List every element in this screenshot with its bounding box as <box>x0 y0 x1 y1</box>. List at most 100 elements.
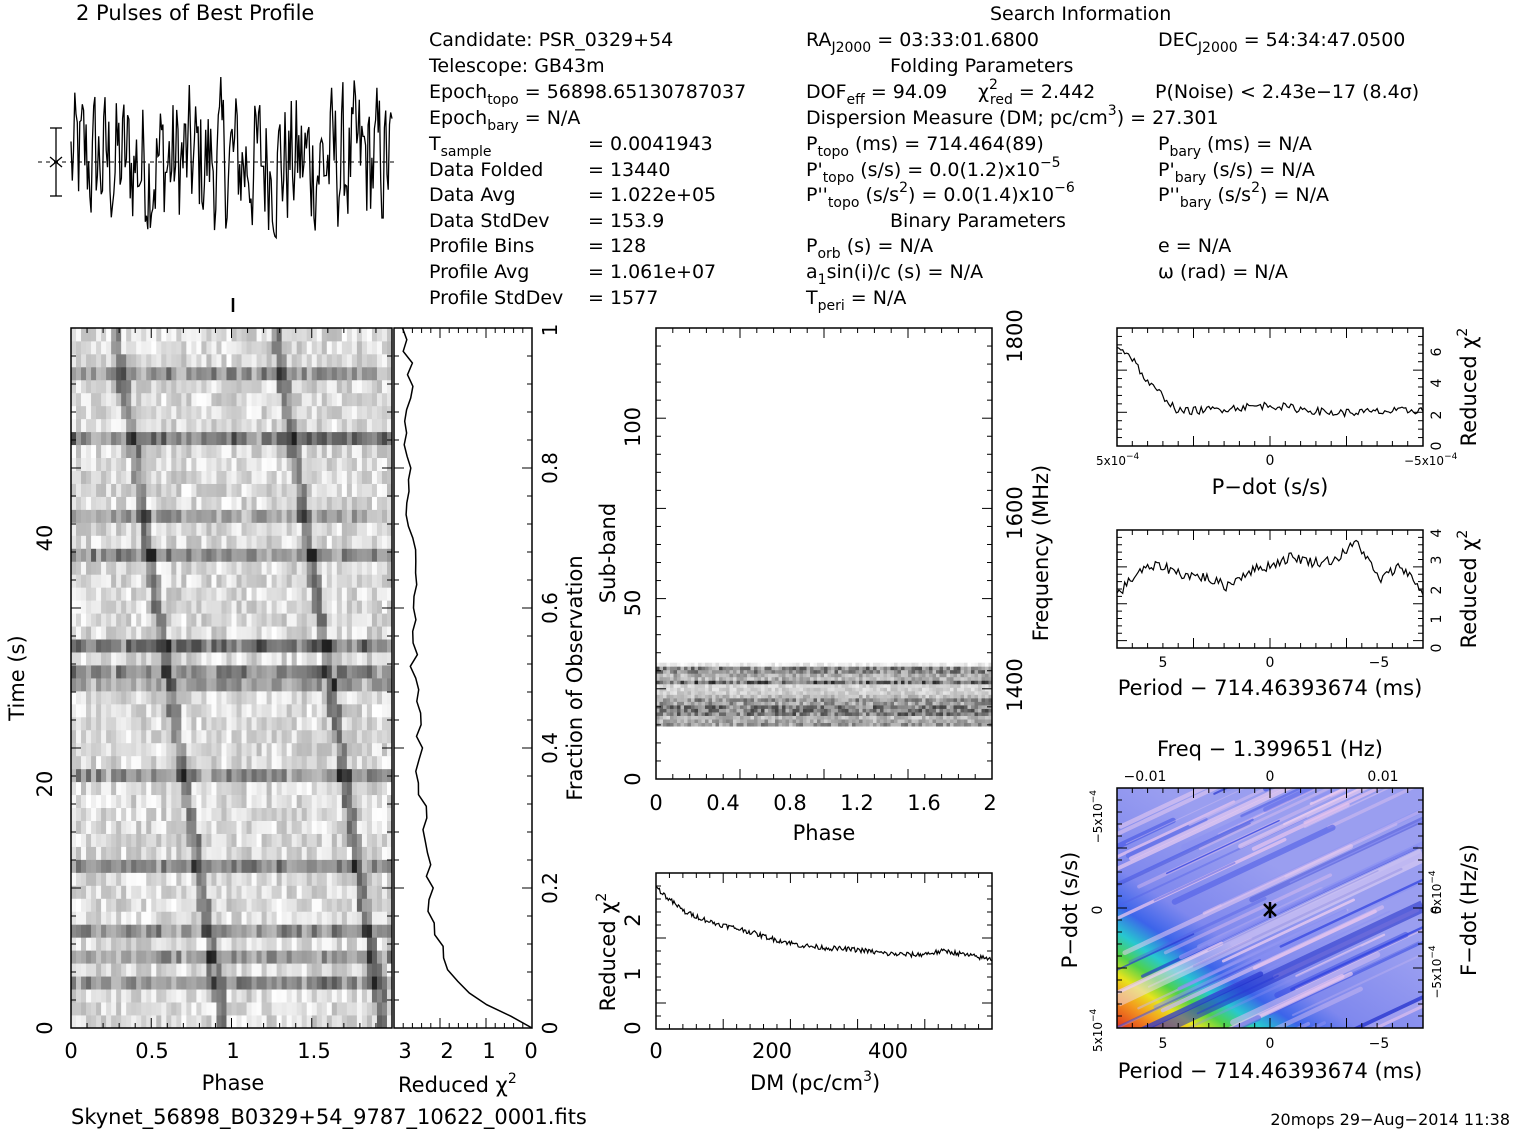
tp-cell <box>201 898 206 911</box>
tp-cell <box>71 600 76 613</box>
tp-cell <box>186 600 191 613</box>
tp-cell <box>171 976 176 989</box>
tp-cell <box>161 639 166 652</box>
sb-cell <box>849 684 853 688</box>
tp-cell <box>156 380 161 393</box>
tp-cell <box>141 561 146 574</box>
tp-cell <box>322 834 327 847</box>
tp-cell <box>156 834 161 847</box>
tp-cell <box>362 872 367 885</box>
tp-cell <box>287 937 292 950</box>
sb-cell <box>842 698 846 702</box>
tp-cell <box>91 484 96 497</box>
tp-cell <box>257 898 262 911</box>
tp-cell <box>181 587 186 600</box>
tp-cell <box>131 808 136 821</box>
tp-cell <box>272 600 277 613</box>
tp-cell <box>151 743 156 756</box>
sb-cell <box>744 684 748 688</box>
tp-cell <box>161 419 166 432</box>
tp-cell <box>372 574 377 587</box>
tp-cell <box>367 795 372 808</box>
tp-cell <box>151 885 156 898</box>
tp-cell <box>121 471 126 484</box>
tp-cell <box>282 432 287 445</box>
tp-cell <box>196 795 201 808</box>
sb-cell <box>943 684 947 688</box>
tp-cell <box>126 432 131 445</box>
tp-cell <box>372 639 377 652</box>
sb-cell <box>688 719 692 723</box>
tp-cell <box>71 419 76 432</box>
tp-cell <box>81 406 86 419</box>
tp-cell <box>196 561 201 574</box>
tp-cell <box>247 756 252 769</box>
tp-cell <box>186 587 191 600</box>
tp-cell <box>312 341 317 354</box>
tp-cell <box>86 639 91 652</box>
tp-cell <box>292 782 297 795</box>
tp-cell <box>91 898 96 911</box>
tp-cell <box>161 730 166 743</box>
sb-cell <box>667 712 671 716</box>
tp-cell <box>277 821 282 834</box>
sb-cell <box>698 684 702 688</box>
tp-cell <box>277 678 282 691</box>
tp-cell <box>171 989 176 1002</box>
sb-cell <box>887 712 891 716</box>
tp-cell <box>211 730 216 743</box>
tp-cell <box>322 937 327 950</box>
sb-cell <box>740 698 744 702</box>
sb-cell <box>971 698 975 702</box>
sb-cell <box>905 716 909 720</box>
sb-cell <box>758 723 762 727</box>
tp-cell <box>357 432 362 445</box>
tp-cell <box>186 367 191 380</box>
tp-cell <box>146 950 151 963</box>
tp-cell <box>206 950 211 963</box>
tp-cell <box>86 432 91 445</box>
sb-cell <box>978 691 982 695</box>
tp-cell <box>166 769 171 782</box>
sb-cell <box>800 705 804 709</box>
tp-cell <box>201 872 206 885</box>
tp-cell <box>111 393 116 406</box>
sb-cell <box>814 698 818 702</box>
sb-cell <box>660 677 664 681</box>
tp-cell <box>146 497 151 510</box>
tp-cell <box>116 911 121 924</box>
sb-cell <box>971 712 975 716</box>
tp-cell <box>252 613 257 626</box>
sb-cell <box>674 705 678 709</box>
sb-cell <box>901 723 905 727</box>
sb-cell <box>681 723 685 727</box>
tp-cell <box>357 717 362 730</box>
sb-cell <box>775 691 779 695</box>
tp-cell <box>367 1002 372 1015</box>
tp-cell <box>126 613 131 626</box>
tp-cell <box>302 535 307 548</box>
sb-cell <box>835 694 839 698</box>
tp-cell <box>136 535 141 548</box>
tp-cell <box>191 380 196 393</box>
tp-cell <box>131 989 136 1002</box>
tp-cell <box>247 808 252 821</box>
tp-cell <box>81 548 86 561</box>
tp-cell <box>267 445 272 458</box>
tp-cell <box>377 574 382 587</box>
sb-cell <box>667 701 671 705</box>
tp-cell <box>252 574 257 587</box>
tp-cell <box>176 587 181 600</box>
sb-cell <box>667 677 671 681</box>
tp-cell <box>206 730 211 743</box>
tp-cell <box>292 665 297 678</box>
tp-cell <box>292 380 297 393</box>
sb-cell <box>765 716 769 720</box>
tp-cell <box>287 730 292 743</box>
tp-cell <box>131 665 136 678</box>
tp-cell <box>257 419 262 432</box>
tp-cell <box>211 626 216 639</box>
tp-cell <box>166 626 171 639</box>
sb-cell <box>695 684 699 688</box>
